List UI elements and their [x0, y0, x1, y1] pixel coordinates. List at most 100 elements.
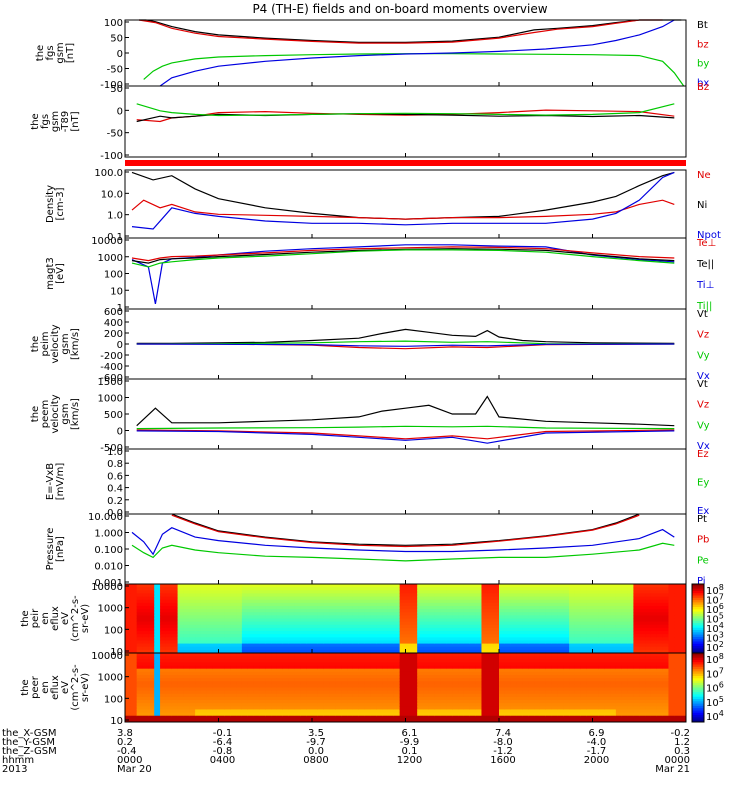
heatmap-cell — [428, 593, 436, 598]
heatmap-cell — [335, 599, 342, 604]
colorbar-segment — [692, 602, 704, 606]
heatmap-cell — [645, 671, 652, 676]
heatmap-cell — [668, 605, 675, 610]
heatmap-cell — [592, 590, 599, 594]
heatmap-cell — [405, 605, 412, 610]
heatmap-cell — [563, 602, 570, 607]
heatmap-cell — [463, 612, 471, 616]
heatmap-cell — [212, 637, 219, 641]
heatmap-cell — [393, 612, 401, 616]
heatmap-cell — [271, 640, 278, 645]
heatmap-cell — [627, 593, 634, 598]
heatmap-cell — [370, 668, 377, 673]
heatmap-cell — [463, 690, 471, 695]
legend-Ni: Ni — [697, 200, 707, 211]
heatmap-cell — [306, 681, 313, 685]
heatmap-cell — [499, 631, 506, 635]
heatmap-cell — [668, 653, 675, 657]
heatmap-cell — [177, 668, 184, 673]
heatmap-cell — [382, 674, 389, 679]
heatmap-cell — [598, 709, 605, 714]
heatmap-cell — [680, 612, 687, 616]
heatmap-cell — [288, 671, 295, 676]
heatmap-cell — [563, 703, 570, 707]
heatmap-cell — [428, 618, 436, 623]
heatmap-cell — [674, 649, 681, 654]
heatmap-cell — [440, 671, 447, 676]
heatmap-cell — [271, 612, 278, 616]
heatmap-cell — [463, 671, 471, 676]
heatmap-cell — [574, 643, 582, 648]
heatmap-cell — [493, 706, 500, 710]
heatmap-cell — [405, 687, 412, 692]
heatmap-cell — [481, 656, 488, 660]
heatmap-cell — [300, 684, 307, 688]
heatmap-cell — [200, 596, 208, 601]
heatmap-cell — [487, 709, 494, 714]
heatmap-cell — [259, 643, 266, 648]
heatmap-cell — [434, 678, 442, 682]
heatmap-cell — [206, 631, 214, 635]
heatmap-cell — [317, 684, 325, 688]
heatmap-cell — [662, 656, 669, 660]
heatmap-cell — [674, 696, 681, 701]
heatmap-cell — [294, 656, 301, 660]
heatmap-cell — [347, 678, 354, 682]
heatmap-cell — [230, 587, 237, 591]
heatmap-cell — [516, 703, 523, 707]
heatmap-cell — [323, 605, 331, 610]
heatmap-cell — [487, 605, 494, 610]
heatmap-cell — [563, 615, 570, 619]
heatmap-cell — [247, 665, 255, 670]
heatmap-cell — [499, 649, 506, 654]
heatmap-cell — [645, 709, 652, 714]
heatmap-cell — [639, 624, 646, 629]
heatmap-cell — [393, 662, 401, 667]
heatmap-cell — [545, 646, 553, 651]
heatmap-cell — [569, 693, 576, 698]
y-tick-label: 1000 — [98, 604, 123, 615]
heatmap-cell — [276, 612, 284, 616]
heatmap-cell — [241, 640, 249, 645]
heatmap-cell — [195, 693, 202, 698]
heatmap-cell — [615, 646, 623, 651]
heatmap-cell — [674, 587, 681, 591]
heatmap-cell — [674, 605, 681, 610]
heatmap-cell — [171, 640, 179, 645]
heatmap-cell — [598, 659, 605, 663]
heatmap-cell — [621, 624, 629, 629]
heatmap-cell — [142, 590, 149, 594]
heatmap-cell — [300, 596, 307, 601]
heatmap-cell — [142, 584, 149, 588]
heatmap-cell — [265, 684, 272, 688]
heatmap-cell — [458, 596, 465, 601]
heatmap-cell — [212, 593, 219, 598]
heatmap-cell — [534, 709, 541, 714]
heatmap-cell — [504, 662, 512, 667]
heatmap-cell — [522, 609, 529, 613]
heatmap-cell — [434, 596, 442, 601]
heatmap-cell — [265, 631, 272, 635]
heatmap-cell — [463, 643, 471, 648]
heatmap-cell — [306, 659, 313, 663]
heatmap-cell — [639, 646, 646, 651]
heatmap-cell — [370, 637, 377, 641]
heatmap-cell — [288, 621, 295, 626]
ylabel-line: the — [20, 679, 31, 695]
heatmap-cell — [212, 618, 219, 623]
heatmap-cell — [288, 609, 295, 613]
heatmap-cell — [130, 605, 138, 610]
heatmap-cell — [317, 709, 325, 714]
heatmap-cell — [650, 631, 658, 635]
heatmap-cell — [142, 615, 149, 619]
heatmap-cell — [382, 609, 389, 613]
heatmap-cell — [680, 671, 687, 676]
heatmap-cell — [241, 627, 249, 632]
ylabel-line: peim — [40, 331, 51, 356]
heatmap-cell — [487, 631, 494, 635]
heatmap-cell — [463, 674, 471, 679]
heatmap-cell — [347, 624, 354, 629]
heatmap-cell — [306, 715, 313, 720]
heatmap-cell — [341, 693, 348, 698]
heatmap-cell — [236, 640, 243, 645]
